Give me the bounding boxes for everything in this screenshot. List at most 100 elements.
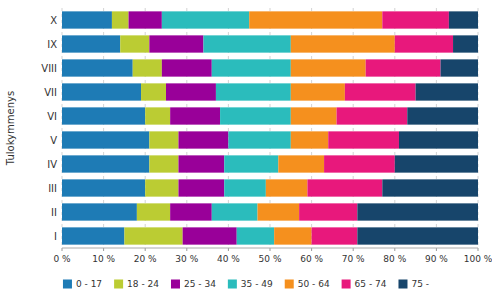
bar <box>124 227 182 244</box>
y-axis: IIIIIIIVVVIVIIVIIIIXX <box>41 15 57 242</box>
bar <box>137 203 170 220</box>
bar <box>62 179 145 196</box>
tick-label: V <box>50 135 57 146</box>
bar <box>274 227 311 244</box>
bar <box>120 35 149 52</box>
tick-label: 30 % <box>175 254 198 264</box>
bar <box>324 155 395 172</box>
tick-label: 80 % <box>383 254 406 264</box>
bar <box>162 59 212 76</box>
bar <box>145 107 170 124</box>
bar <box>220 107 291 124</box>
bar <box>357 227 478 244</box>
bar <box>416 83 478 100</box>
legend-swatch <box>63 280 72 289</box>
bar <box>407 107 478 124</box>
bar <box>62 59 133 76</box>
bar <box>357 203 478 220</box>
bar <box>312 227 358 244</box>
bar <box>212 59 291 76</box>
tick-label: 90 % <box>425 254 448 264</box>
legend-swatch <box>398 280 407 289</box>
legend-swatch <box>285 280 294 289</box>
bar <box>249 11 382 28</box>
bar <box>453 35 478 52</box>
bar <box>299 203 357 220</box>
bar <box>449 11 478 28</box>
bar <box>291 107 337 124</box>
bar <box>141 83 166 100</box>
tick-label: 40 % <box>217 254 240 264</box>
bar <box>149 35 203 52</box>
tick-label: I <box>54 231 57 242</box>
tick-label: II <box>51 207 57 218</box>
tick-label: 10 % <box>92 254 115 264</box>
bar <box>258 203 300 220</box>
bar <box>382 179 478 196</box>
bar <box>62 131 149 148</box>
axis-label: Tulokymmenys <box>5 91 16 166</box>
tick-label: 100 % <box>464 254 492 264</box>
bar <box>291 131 328 148</box>
bar <box>178 155 224 172</box>
tick-label: 60 % <box>300 254 323 264</box>
bar <box>145 179 178 196</box>
bar <box>291 35 395 52</box>
legend-item: 18 - 24 <box>114 279 159 289</box>
bar <box>112 11 129 28</box>
bar <box>395 155 478 172</box>
bar <box>307 179 382 196</box>
legend: 0 - 17 18 - 24 25 - 34 35 - 49 50 - 64 65 - 7… <box>63 279 429 289</box>
legend-label: 75 - <box>411 279 429 289</box>
tick-label: IX <box>47 39 57 50</box>
tick-label: VII <box>44 87 57 98</box>
legend-swatch <box>342 280 351 289</box>
bar <box>178 131 228 148</box>
bar <box>237 227 274 244</box>
bar <box>170 203 212 220</box>
bar <box>62 11 112 28</box>
bar <box>149 131 178 148</box>
tick-label: 0 % <box>53 254 71 264</box>
tick-label: 70 % <box>342 254 365 264</box>
legend-item: 35 - 49 <box>228 279 273 289</box>
bar <box>224 179 266 196</box>
bar <box>178 179 224 196</box>
bars <box>62 11 478 244</box>
tick-label: VI <box>47 111 57 122</box>
bar <box>129 11 162 28</box>
bar <box>291 83 345 100</box>
bar <box>291 59 366 76</box>
legend-swatch <box>228 280 237 289</box>
bar <box>62 107 145 124</box>
legend-item: 75 - <box>398 279 429 289</box>
legend-label: 18 - 24 <box>127 279 159 289</box>
tick-label: X <box>50 15 57 26</box>
bar <box>62 155 149 172</box>
series <box>357 11 478 244</box>
bar <box>62 83 141 100</box>
legend-label: 50 - 64 <box>298 279 330 289</box>
chart: 0 %10 %20 %30 %40 %50 %60 %70 %80 %90 %1… <box>0 0 492 302</box>
legend-item: 25 - 34 <box>171 279 216 289</box>
legend-label: 0 - 17 <box>76 279 102 289</box>
bar <box>133 59 162 76</box>
tick-label: 20 % <box>134 254 157 264</box>
x-axis: 0 %10 %20 %30 %40 %50 %60 %70 %80 %90 %1… <box>53 248 492 264</box>
legend-item: 65 - 74 <box>342 279 387 289</box>
bar <box>228 131 290 148</box>
legend-label: 65 - 74 <box>355 279 387 289</box>
bar <box>328 131 399 148</box>
legend-item: 0 - 17 <box>63 279 102 289</box>
grid <box>62 8 478 248</box>
bar <box>203 35 290 52</box>
bar <box>162 11 249 28</box>
bar <box>266 179 308 196</box>
bar <box>62 227 124 244</box>
legend-swatch <box>114 280 123 289</box>
legend-item: 50 - 64 <box>285 279 330 289</box>
bar <box>62 203 137 220</box>
legend-swatch <box>171 280 180 289</box>
tick-label: VIII <box>41 63 57 74</box>
tick-label: III <box>48 183 57 194</box>
